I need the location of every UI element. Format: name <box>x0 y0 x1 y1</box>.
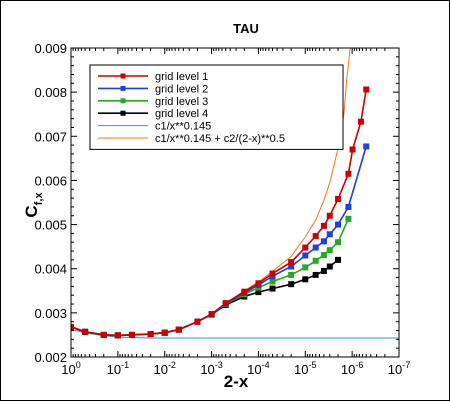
y-tick-label: 0.008 <box>34 85 67 100</box>
x-tick-label: 10-3 <box>200 360 222 377</box>
x-tick-label: 10-2 <box>153 360 175 377</box>
data-point <box>312 233 319 240</box>
series-grid-level-1 <box>71 86 370 339</box>
legend-label: grid level 4 <box>155 108 208 120</box>
data-point <box>147 331 154 338</box>
data-point <box>345 203 352 210</box>
data-point <box>100 331 107 338</box>
axes: 0.002 0.003 0.004 0.005 0.006 0.007 0.008 0.009… <box>34 41 410 377</box>
x-tick-label: 100 <box>61 360 80 377</box>
plot-frame <box>70 47 400 358</box>
legend-label: grid level 1 <box>155 71 208 83</box>
legend-marker <box>120 110 126 116</box>
y-tick-label: 0.005 <box>34 218 67 233</box>
data-point <box>114 332 121 339</box>
data-point <box>312 244 319 251</box>
y-tick-label: 0.003 <box>34 306 67 321</box>
data-point <box>175 326 182 333</box>
y-tick-label: 0.006 <box>34 173 67 188</box>
y-axis-title-main: C <box>22 205 41 217</box>
x-tick-label: 10-1 <box>107 360 129 377</box>
y-tick-label: 0.004 <box>34 262 67 277</box>
data-point <box>208 311 215 318</box>
data-point <box>363 143 370 150</box>
data-point <box>128 331 135 338</box>
data-point <box>363 86 370 93</box>
data-point <box>312 271 319 278</box>
legend-label: grid level 3 <box>155 96 208 108</box>
x-axis-title: 2-x <box>224 372 249 391</box>
data-point <box>357 118 364 125</box>
data-point <box>335 239 342 246</box>
legend-label: c1/x**0.145 + c2/(2-x)**0.5 <box>155 133 285 145</box>
x-tick-label: 10-5 <box>294 360 316 377</box>
data-point <box>71 323 74 330</box>
data-point <box>255 280 262 287</box>
legend-marker <box>120 85 126 91</box>
data-point <box>269 285 276 292</box>
data-point <box>320 238 327 245</box>
data-point <box>161 329 168 336</box>
x-tick-label: 10-6 <box>341 360 363 377</box>
data-point <box>326 212 333 219</box>
x-tick-label: 10-4 <box>247 360 269 377</box>
legend-label: c1/x**0.145 <box>155 121 211 133</box>
y-tick-label: 0.009 <box>34 41 67 56</box>
data-point <box>345 215 352 222</box>
data-point <box>335 256 342 263</box>
data-point <box>320 222 327 229</box>
y-axis-title: Cf,x <box>22 192 45 218</box>
data-point <box>288 259 295 266</box>
data-point <box>241 288 248 295</box>
data-point <box>302 244 309 251</box>
legend-label: grid level 2 <box>155 83 208 95</box>
data-point <box>194 318 201 325</box>
data-point <box>288 281 295 288</box>
data-point <box>349 146 356 153</box>
x-tick-label: 10-7 <box>388 360 410 377</box>
chart-title: TAU <box>233 21 259 36</box>
data-point <box>302 276 309 283</box>
legend-marker <box>120 73 126 79</box>
legend-marker <box>120 98 126 104</box>
data-point <box>222 300 229 307</box>
legend-box <box>89 64 344 150</box>
data-point <box>82 328 89 335</box>
y-tick-label: 0.007 <box>34 129 67 144</box>
data-point <box>326 231 333 238</box>
data-point <box>326 263 333 270</box>
data-point <box>326 247 333 254</box>
series-c1-x-0-145 <box>71 329 399 339</box>
series-line <box>71 329 399 339</box>
plot-area <box>71 48 399 339</box>
data-point <box>302 252 309 259</box>
data-point <box>320 267 327 274</box>
data-point <box>269 278 276 285</box>
data-point <box>335 195 342 202</box>
data-point <box>312 257 319 264</box>
data-point <box>269 270 276 277</box>
y-tick-label: 0.002 <box>34 350 67 365</box>
data-point <box>302 264 309 271</box>
y-axis-title-subscript: f,x <box>33 192 45 206</box>
data-point <box>335 221 342 228</box>
data-point <box>320 252 327 259</box>
data-point <box>288 271 295 278</box>
data-point <box>345 170 352 177</box>
